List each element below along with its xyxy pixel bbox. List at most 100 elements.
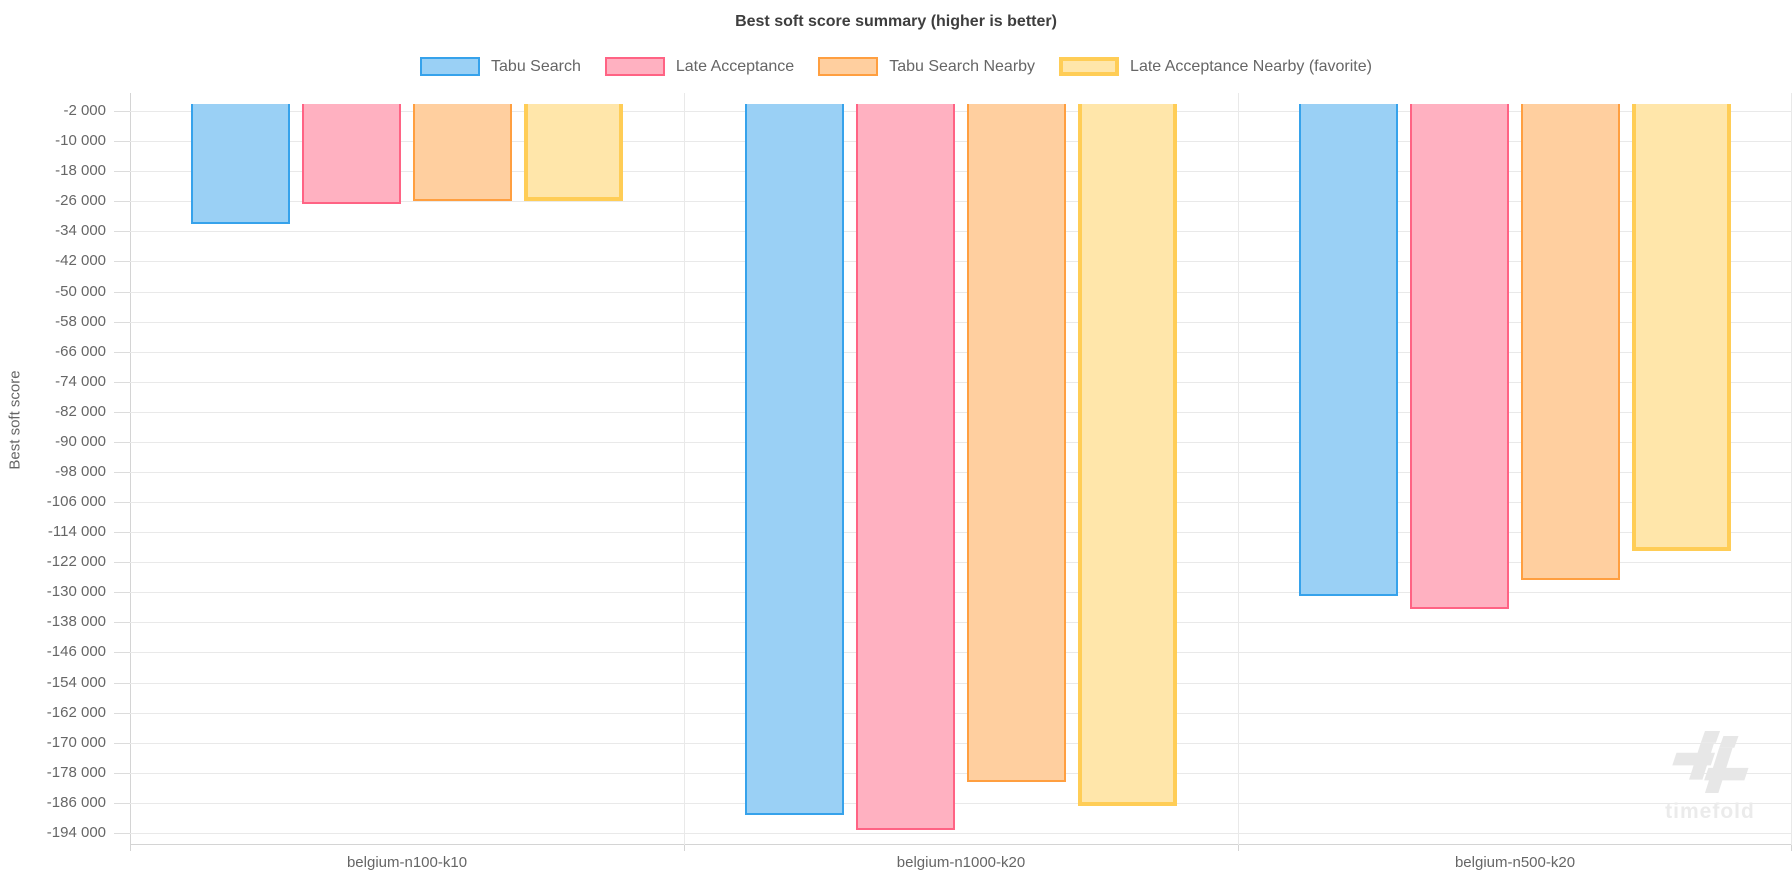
gridline-horizontal <box>130 351 1792 353</box>
y-tick-label: -26 000 <box>55 192 106 210</box>
timefold-logo-icon <box>1672 731 1749 793</box>
y-tick-mark <box>114 742 130 744</box>
y-tick-mark <box>114 592 130 594</box>
y-tick-mark <box>114 111 130 113</box>
y-tick-label: -82 000 <box>55 402 106 420</box>
y-tick-mark <box>114 291 130 293</box>
plot-area <box>130 93 1792 845</box>
bar-tabu-search-nearby-belgium-n500-k20[interactable] <box>1521 103 1620 580</box>
gridline-horizontal <box>130 652 1792 654</box>
x-tick-mark <box>130 845 131 851</box>
gridline-horizontal <box>130 832 1792 834</box>
gridline-horizontal <box>130 411 1792 413</box>
gridline-horizontal <box>130 772 1792 774</box>
gridline-vertical <box>684 93 685 845</box>
y-tick-label: -162 000 <box>46 703 106 721</box>
legend-swatch <box>818 57 879 76</box>
legend-swatch <box>1059 57 1120 76</box>
legend-label: Tabu Search Nearby <box>889 57 1036 75</box>
y-tick-label: -130 000 <box>46 583 106 601</box>
legend-item-late-acceptance-nearby-favorite[interactable]: Late Acceptance Nearby (favorite) <box>1059 57 1372 76</box>
y-tick-mark <box>114 351 130 353</box>
y-tick-mark <box>114 381 130 383</box>
gridline-horizontal <box>130 321 1792 323</box>
gridline-horizontal <box>130 532 1792 534</box>
gridline-horizontal <box>130 802 1792 804</box>
y-tick-label: -178 000 <box>46 763 106 781</box>
bar-late-acceptance-belgium-n500-k20[interactable] <box>1410 103 1509 609</box>
bar-late-acceptance-nearby-favorite-belgium-n100-k10[interactable] <box>524 103 623 202</box>
gridline-horizontal <box>130 502 1792 504</box>
y-tick-mark <box>114 622 130 624</box>
legend-item-late-acceptance[interactable]: Late Acceptance <box>604 57 795 76</box>
y-tick-label: -146 000 <box>46 643 106 661</box>
y-tick-mark <box>114 532 130 534</box>
x-tick-mark <box>684 845 685 851</box>
y-tick-label: -10 000 <box>55 132 106 150</box>
y-tick-label: -154 000 <box>46 673 106 691</box>
gridline-horizontal <box>130 171 1792 173</box>
gridline-horizontal <box>130 441 1792 443</box>
y-tick-label: -66 000 <box>55 342 106 360</box>
gridline-horizontal <box>130 381 1792 383</box>
bar-tabu-search-nearby-belgium-n100-k10[interactable] <box>413 103 512 201</box>
y-tick-label: -194 000 <box>46 823 106 841</box>
legend-item-tabu-search-nearby[interactable]: Tabu Search Nearby <box>818 57 1035 76</box>
y-tick-mark <box>114 802 130 804</box>
gridline-horizontal <box>130 562 1792 564</box>
y-tick-mark <box>114 652 130 654</box>
bar-tabu-search-belgium-n1000-k20[interactable] <box>745 103 844 815</box>
legend-swatch <box>420 57 481 76</box>
y-tick-mark <box>114 772 130 774</box>
y-tick-label: -114 000 <box>47 523 106 541</box>
watermark-text: timefold <box>1665 800 1755 823</box>
y-tick-label: -106 000 <box>46 493 106 511</box>
gridline-horizontal <box>130 742 1792 744</box>
y-tick-mark <box>114 261 130 263</box>
gridline-horizontal <box>130 291 1792 293</box>
gridline-horizontal <box>130 712 1792 714</box>
y-tick-mark <box>114 682 130 684</box>
x-tick-label: belgium-n1000-k20 <box>896 854 1026 871</box>
y-tick-mark <box>114 231 130 233</box>
bar-late-acceptance-belgium-n100-k10[interactable] <box>302 103 401 204</box>
bar-late-acceptance-belgium-n1000-k20[interactable] <box>856 103 955 831</box>
gridline-horizontal <box>130 622 1792 624</box>
legend-label: Late Acceptance <box>675 57 795 75</box>
y-tick-label: -138 000 <box>46 613 106 631</box>
x-tick-label: belgium-n100-k10 <box>346 854 468 871</box>
y-tick-label: -98 000 <box>55 463 106 480</box>
x-axis-line <box>130 844 1792 845</box>
bar-tabu-search-nearby-belgium-n1000-k20[interactable] <box>967 103 1066 782</box>
y-tick-mark <box>114 832 130 834</box>
y-tick-label: -18 000 <box>55 162 106 180</box>
gridline-horizontal <box>130 472 1792 473</box>
y-tick-mark <box>114 171 130 173</box>
gridline-horizontal <box>130 141 1792 143</box>
x-tick-mark <box>1238 845 1239 851</box>
legend-item-tabu-search[interactable]: Tabu Search <box>420 57 581 76</box>
bar-late-acceptance-nearby-favorite-belgium-n500-k20[interactable] <box>1632 103 1731 551</box>
legend-swatch <box>604 57 665 76</box>
y-tick-mark <box>114 502 130 504</box>
legend-label: Tabu Search <box>491 57 581 75</box>
y-tick-label: -74 000 <box>55 372 106 390</box>
chart-title: Best soft score summary (higher is bette… <box>735 13 1057 30</box>
bar-tabu-search-belgium-n100-k10[interactable] <box>191 103 290 224</box>
y-tick-label: -186 000 <box>46 793 106 811</box>
y-axis-line <box>130 93 131 845</box>
bar-late-acceptance-nearby-favorite-belgium-n1000-k20[interactable] <box>1078 103 1177 806</box>
watermark: timefold <box>1650 731 1770 824</box>
y-tick-mark <box>114 441 130 443</box>
bar-tabu-search-belgium-n500-k20[interactable] <box>1299 103 1398 597</box>
y-tick-label: -34 000 <box>55 222 106 240</box>
y-tick-label: -42 000 <box>55 252 106 270</box>
x-tick-label: belgium-n500-k20 <box>1454 854 1576 871</box>
y-tick-label: -122 000 <box>46 553 106 571</box>
y-tick-mark <box>114 411 130 413</box>
gridline-horizontal <box>130 111 1792 113</box>
y-tick-label: -50 000 <box>55 282 106 300</box>
legend: Tabu Search Late Acceptance Tabu Search Ne… <box>0 57 1792 76</box>
gridline-horizontal <box>130 201 1792 203</box>
